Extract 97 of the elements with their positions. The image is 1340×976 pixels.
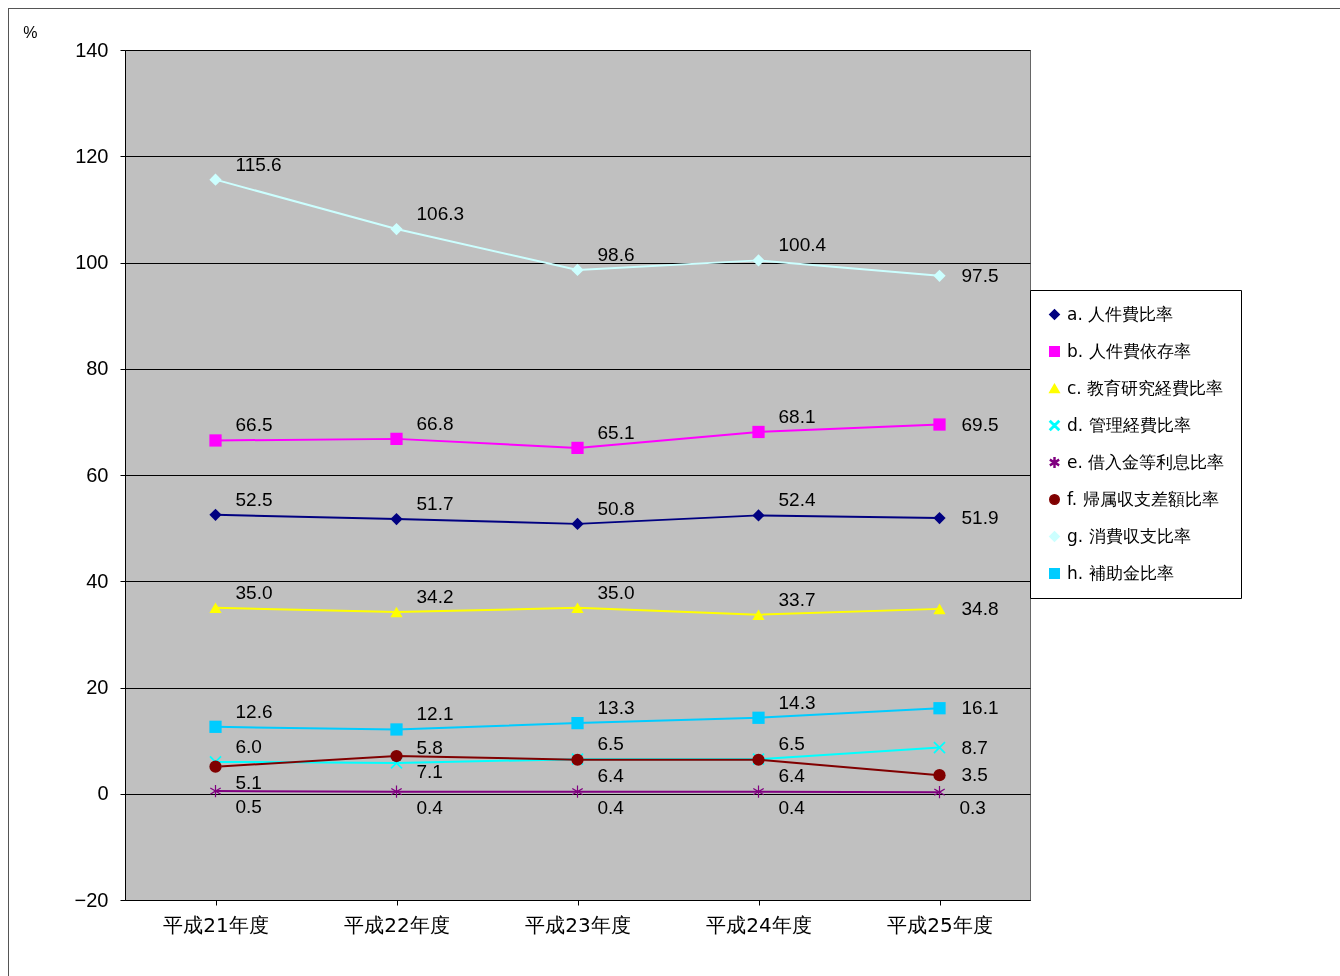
legend-label: d. 管理経費比率 [1067,414,1191,435]
data-label: 0.3 [959,797,986,819]
data-label: 6.4 [778,764,806,786]
data-label: 8.7 [961,736,988,758]
data-label: 52.5 [235,488,273,510]
point [933,769,946,782]
point [209,508,222,521]
point [571,602,584,614]
point [933,702,946,715]
point [390,749,403,763]
legend-label: c. 教育研究経費比率 [1067,377,1224,398]
point [209,760,222,773]
data-label: 98.6 [597,243,635,265]
data-label: 51.7 [416,493,454,515]
y-tick-label: 0 [97,782,109,805]
point [390,512,403,526]
legend-label: h. 補助金比率 [1067,562,1174,583]
point [571,517,584,530]
data-label: 3.5 [961,764,988,786]
data-label: 0.4 [416,796,444,818]
point [752,711,765,724]
data-label: 34.8 [961,597,999,619]
data-label: 0.4 [597,796,625,818]
data-label: 65.1 [597,421,635,443]
point [933,418,946,431]
point [933,269,946,282]
point [209,173,222,186]
point [209,602,222,614]
point [209,434,222,447]
y-tick-label: 80 [86,357,109,380]
point [571,716,584,730]
data-label: 6.4 [597,764,625,786]
legend-label: e. 借入金等利息比率 [1067,451,1225,472]
x-tick-label: 平成24年度 [706,912,812,937]
y-tick-label: −20 [74,888,109,911]
data-label: 13.3 [597,697,635,719]
point [390,785,403,798]
data-label: 7.1 [416,761,443,783]
data-label: 100.4 [778,234,827,256]
data-label: 16.1 [961,697,999,719]
data-label: 50.8 [597,497,635,519]
legend-label: a. 人件費比率 [1067,303,1174,324]
point [390,606,403,618]
point [390,723,403,736]
data-label: 97.5 [961,264,999,286]
data-label: 52.4 [778,489,816,511]
point [571,441,584,455]
legend-label: f. 帰属収支差額比率 [1067,488,1219,509]
data-label: 14.3 [778,691,816,713]
point [752,509,765,522]
point [571,263,584,277]
point [390,222,403,236]
y-tick-label: 140 [75,38,109,61]
y-tick-label: 40 [86,569,109,592]
x-tick-label: 平成23年度 [525,912,631,937]
point [933,511,946,525]
point [209,784,222,798]
data-label: 5.1 [235,771,262,793]
x-tick-label: 平成21年度 [163,912,269,937]
data-label: 66.8 [416,412,454,434]
data-label: 34.2 [416,586,454,608]
point [209,720,222,733]
point [933,603,946,615]
y-tick-label: 120 [75,144,109,167]
point [752,609,765,621]
data-label: 66.5 [235,414,273,436]
data-label: 5.8 [416,736,443,758]
data-label: 51.9 [961,507,999,529]
legend-label: b. 人件費依存率 [1067,340,1191,361]
point [752,425,765,439]
point [752,254,765,267]
data-label: 69.5 [961,413,999,435]
point [390,432,403,445]
x-tick-label: 平成22年度 [344,912,450,937]
point [571,785,584,798]
data-label: 6.5 [778,733,805,755]
data-label: 35.0 [597,581,635,603]
y-tick-label: 100 [75,251,109,273]
data-label: 6.5 [597,733,624,755]
data-label: 35.0 [235,581,273,603]
data-label: 12.6 [235,700,273,722]
point [752,785,765,798]
data-label: 68.1 [778,405,816,427]
y-axis-title: % [23,23,38,41]
x-tick-label: 平成25年度 [887,912,993,937]
data-label: 0.4 [778,796,806,818]
data-label: 12.1 [416,703,454,725]
data-label: 0.5 [235,796,262,818]
y-tick-label: 60 [86,463,109,486]
data-label: 115.6 [235,153,282,175]
data-label: 33.7 [778,588,816,610]
point [933,741,946,754]
y-tick-label: 20 [86,676,109,698]
data-label: 106.3 [416,203,465,225]
point [933,786,946,799]
data-label: 6.0 [235,735,262,757]
legend-label: g. 消費収支比率 [1067,525,1191,546]
